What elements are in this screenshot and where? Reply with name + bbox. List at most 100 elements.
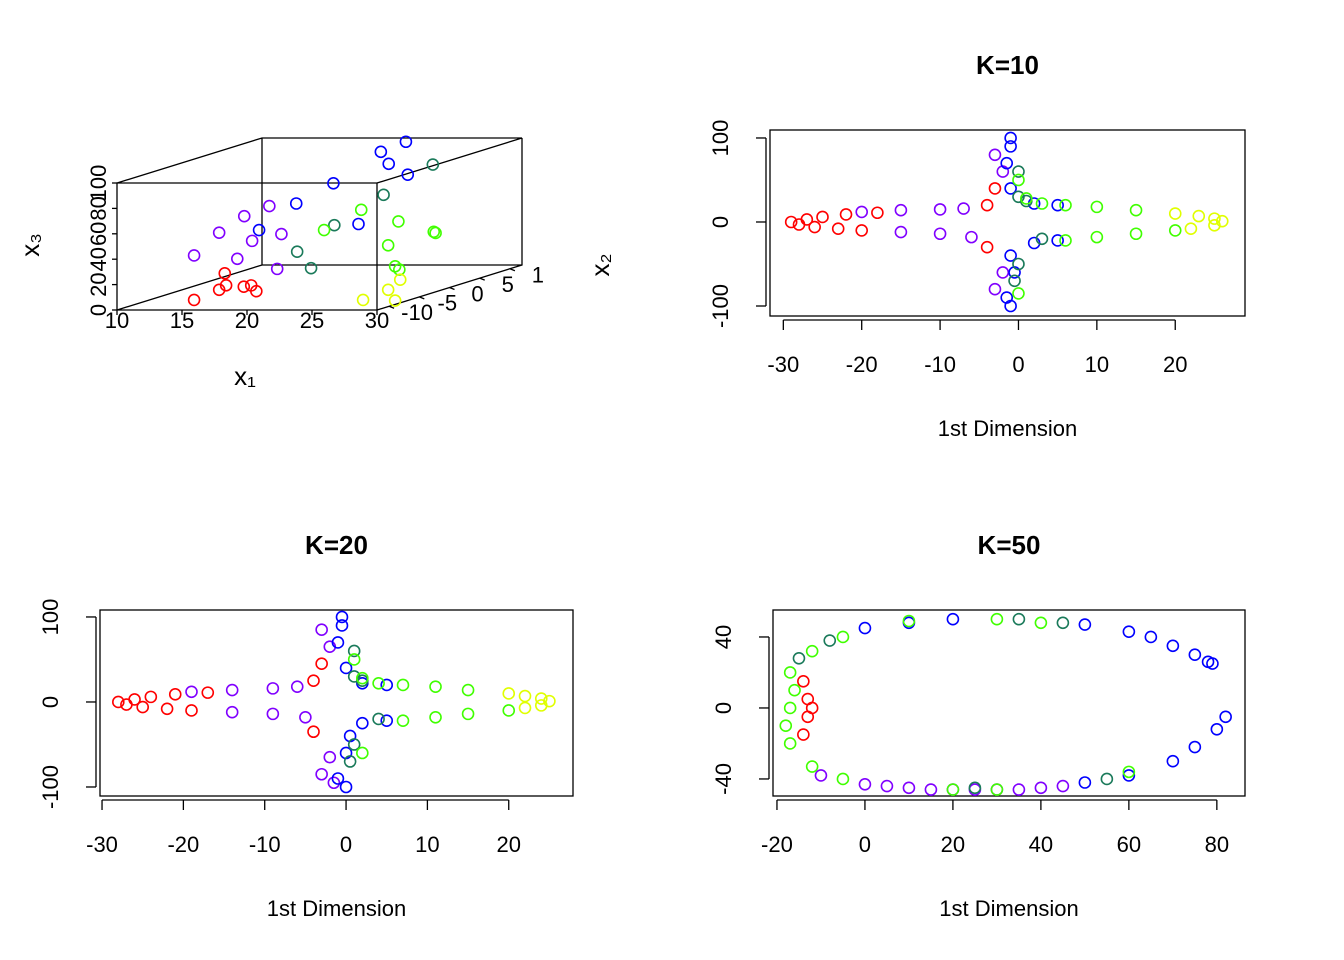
y-tick-label: -5	[438, 291, 458, 316]
z-tick-label: 40	[86, 247, 111, 271]
point	[1206, 657, 1219, 670]
point	[331, 772, 345, 785]
point	[990, 783, 1004, 796]
point	[1166, 639, 1180, 653]
point	[392, 215, 405, 228]
x-tick-label: -20	[761, 832, 793, 857]
x-tick-label: 0	[340, 832, 352, 857]
chart-title: K=10	[976, 50, 1039, 80]
point	[792, 651, 806, 665]
point	[1000, 291, 1014, 304]
point	[518, 689, 532, 703]
point	[335, 619, 349, 632]
point	[805, 760, 819, 773]
point	[380, 678, 394, 692]
point	[858, 777, 872, 791]
x-tick-label: 30	[365, 308, 389, 333]
point	[275, 227, 288, 241]
point	[1020, 192, 1033, 205]
point	[380, 714, 394, 727]
y-tick-label: 0	[711, 702, 736, 714]
point	[307, 725, 320, 739]
point	[1090, 230, 1104, 244]
point	[933, 227, 947, 241]
x-tick-label: 0	[1012, 352, 1024, 377]
point	[518, 701, 532, 715]
point	[315, 657, 328, 671]
point	[933, 203, 947, 216]
point	[990, 612, 1004, 626]
point	[144, 690, 158, 704]
point	[429, 710, 442, 724]
point	[788, 683, 801, 697]
point	[315, 623, 328, 637]
point	[797, 728, 810, 741]
x-tick-label: 20	[235, 308, 259, 333]
y-tick-label: -40	[711, 763, 736, 795]
point	[902, 614, 916, 628]
point	[836, 772, 850, 786]
point	[502, 704, 516, 717]
point	[534, 692, 548, 705]
point	[356, 746, 369, 760]
y-tick-label: -10	[401, 300, 433, 325]
x-tick-label: -30	[86, 832, 118, 857]
point	[855, 205, 869, 219]
point	[331, 636, 345, 649]
point	[356, 671, 369, 685]
x-tick-label: 25	[300, 308, 324, 333]
point	[988, 148, 1002, 162]
point	[393, 273, 407, 287]
z-tick-label: 0	[86, 304, 111, 316]
point	[1059, 234, 1072, 247]
point	[252, 223, 266, 237]
x-tick-label: -30	[767, 352, 799, 377]
point	[988, 182, 1002, 195]
point	[1056, 779, 1070, 793]
point	[1000, 156, 1014, 170]
y-tick-label: 5	[502, 272, 514, 297]
point	[957, 202, 970, 215]
point	[374, 145, 388, 159]
point	[1144, 630, 1158, 644]
point	[836, 630, 850, 644]
plot-box	[99, 609, 574, 797]
y-tick-label: -100	[708, 284, 733, 328]
y-tick-label: 1	[532, 263, 544, 288]
y-tick-label: 100	[38, 599, 63, 636]
x-axis-label: 1st Dimension	[938, 416, 1077, 441]
point	[1090, 200, 1104, 214]
x-tick-label: 20	[941, 832, 965, 857]
point	[1100, 772, 1114, 786]
point	[783, 737, 797, 750]
point	[880, 779, 894, 793]
point	[290, 245, 304, 258]
point	[1184, 222, 1198, 236]
point	[894, 203, 908, 217]
box-edges	[116, 137, 523, 311]
point	[307, 674, 320, 688]
point	[1012, 257, 1025, 271]
point	[1168, 224, 1182, 237]
y-tick	[479, 277, 485, 281]
point	[347, 644, 361, 658]
point	[245, 234, 259, 248]
plot-box	[769, 129, 1246, 317]
point	[1035, 197, 1049, 210]
point	[461, 683, 475, 697]
point	[185, 685, 198, 699]
point	[187, 293, 201, 307]
point	[1012, 783, 1026, 796]
point	[805, 701, 819, 715]
point	[1012, 287, 1025, 300]
point	[1219, 710, 1232, 724]
point	[339, 780, 353, 794]
point	[1056, 616, 1070, 630]
point	[1122, 765, 1136, 779]
point	[783, 701, 797, 715]
x-tick-label: -20	[846, 352, 878, 377]
point	[160, 702, 174, 716]
point	[1059, 198, 1072, 212]
point	[328, 218, 341, 232]
